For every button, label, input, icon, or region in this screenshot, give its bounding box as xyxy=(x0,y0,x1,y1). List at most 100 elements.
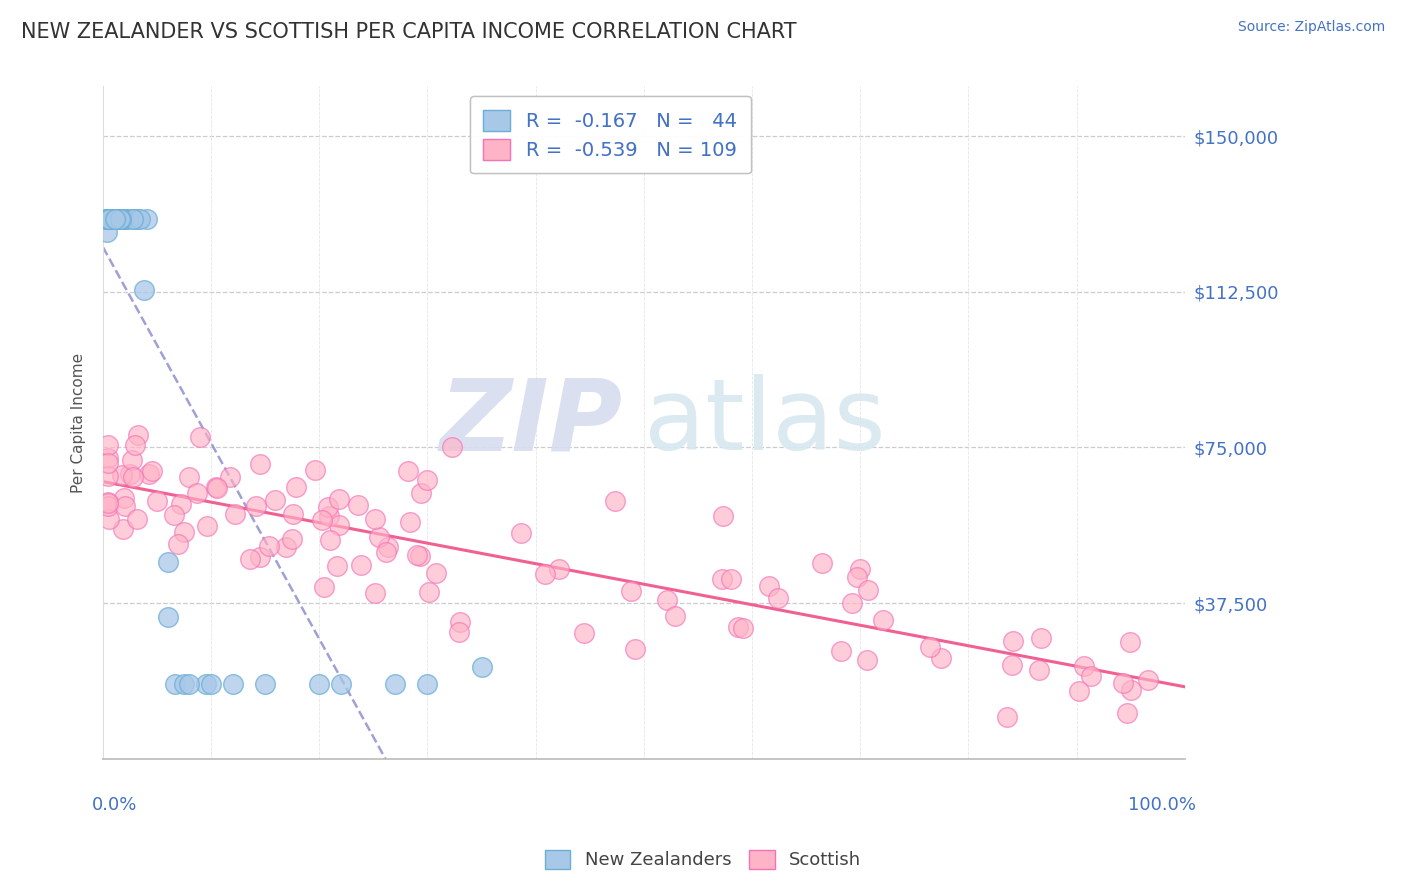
Point xyxy=(108,212,131,227)
Point xyxy=(304,463,326,477)
Point xyxy=(173,677,195,691)
Point xyxy=(129,212,152,227)
Point xyxy=(104,212,127,227)
Point xyxy=(163,508,186,523)
Point xyxy=(138,467,160,482)
Point xyxy=(1080,669,1102,683)
Text: atlas: atlas xyxy=(644,374,886,471)
Point xyxy=(284,480,307,494)
Point xyxy=(312,581,335,595)
Point xyxy=(107,212,129,227)
Point xyxy=(399,515,422,529)
Point xyxy=(186,486,208,500)
Point xyxy=(856,582,879,597)
Point xyxy=(349,558,371,573)
Point xyxy=(406,548,429,562)
Point xyxy=(1001,658,1024,673)
Point xyxy=(169,497,191,511)
Point xyxy=(100,212,122,227)
Point xyxy=(367,530,389,544)
Point xyxy=(377,541,399,555)
Point xyxy=(318,500,340,514)
Point xyxy=(245,500,267,514)
Point xyxy=(283,507,305,521)
Point xyxy=(218,469,240,483)
Point xyxy=(347,498,370,512)
Point xyxy=(931,651,953,665)
Point xyxy=(326,559,349,574)
Point xyxy=(96,212,118,227)
Point xyxy=(104,212,127,227)
Point xyxy=(239,551,262,566)
Point xyxy=(1028,664,1050,678)
Point xyxy=(111,212,134,227)
Point xyxy=(121,212,143,227)
Point xyxy=(318,509,340,524)
Point xyxy=(281,532,304,546)
Point xyxy=(841,596,863,610)
Point xyxy=(328,492,350,507)
Point xyxy=(449,615,471,630)
Point xyxy=(846,570,869,584)
Point xyxy=(122,212,145,227)
Point xyxy=(425,566,447,581)
Point xyxy=(664,609,686,624)
Point xyxy=(416,677,439,691)
Point xyxy=(830,644,852,658)
Point xyxy=(118,467,141,481)
Point xyxy=(110,468,132,483)
Point xyxy=(111,212,134,227)
Point xyxy=(533,566,555,581)
Point xyxy=(97,512,120,526)
Point xyxy=(195,519,218,533)
Point xyxy=(655,593,678,607)
Point xyxy=(418,584,440,599)
Point xyxy=(136,212,159,227)
Point xyxy=(311,513,333,527)
Point xyxy=(222,677,245,691)
Point xyxy=(328,518,350,533)
Point xyxy=(97,469,120,483)
Legend: R =  -0.167   N =   44, R =  -0.539   N = 109: R = -0.167 N = 44, R = -0.539 N = 109 xyxy=(470,96,751,173)
Point xyxy=(98,212,121,227)
Point xyxy=(308,677,330,691)
Point xyxy=(364,585,387,599)
Point xyxy=(257,539,280,553)
Point xyxy=(449,625,471,640)
Point xyxy=(254,677,277,691)
Text: 0.0%: 0.0% xyxy=(91,796,138,814)
Point xyxy=(440,441,463,455)
Point xyxy=(114,499,136,513)
Point xyxy=(101,212,124,227)
Point xyxy=(249,549,271,564)
Point xyxy=(108,212,131,227)
Point xyxy=(624,641,647,656)
Point xyxy=(758,579,780,593)
Point xyxy=(200,677,222,691)
Point xyxy=(408,549,430,563)
Point xyxy=(112,491,135,505)
Point xyxy=(110,212,132,227)
Point xyxy=(872,613,894,627)
Point xyxy=(811,556,834,570)
Point xyxy=(547,562,569,576)
Y-axis label: Per Capita Income: Per Capita Income xyxy=(72,352,86,492)
Point xyxy=(855,653,877,667)
Point xyxy=(179,469,201,483)
Point xyxy=(396,464,419,478)
Point xyxy=(264,492,287,507)
Point xyxy=(364,512,387,526)
Point xyxy=(416,473,439,487)
Point xyxy=(97,438,120,452)
Point xyxy=(188,429,211,443)
Point xyxy=(98,212,121,227)
Point xyxy=(112,212,135,227)
Point xyxy=(1029,631,1052,645)
Point xyxy=(1137,673,1160,687)
Point xyxy=(110,212,132,227)
Point xyxy=(156,610,179,624)
Text: NEW ZEALANDER VS SCOTTISH PER CAPITA INCOME CORRELATION CHART: NEW ZEALANDER VS SCOTTISH PER CAPITA INC… xyxy=(21,22,797,42)
Point xyxy=(205,481,228,495)
Point xyxy=(720,572,742,586)
Point xyxy=(849,562,872,576)
